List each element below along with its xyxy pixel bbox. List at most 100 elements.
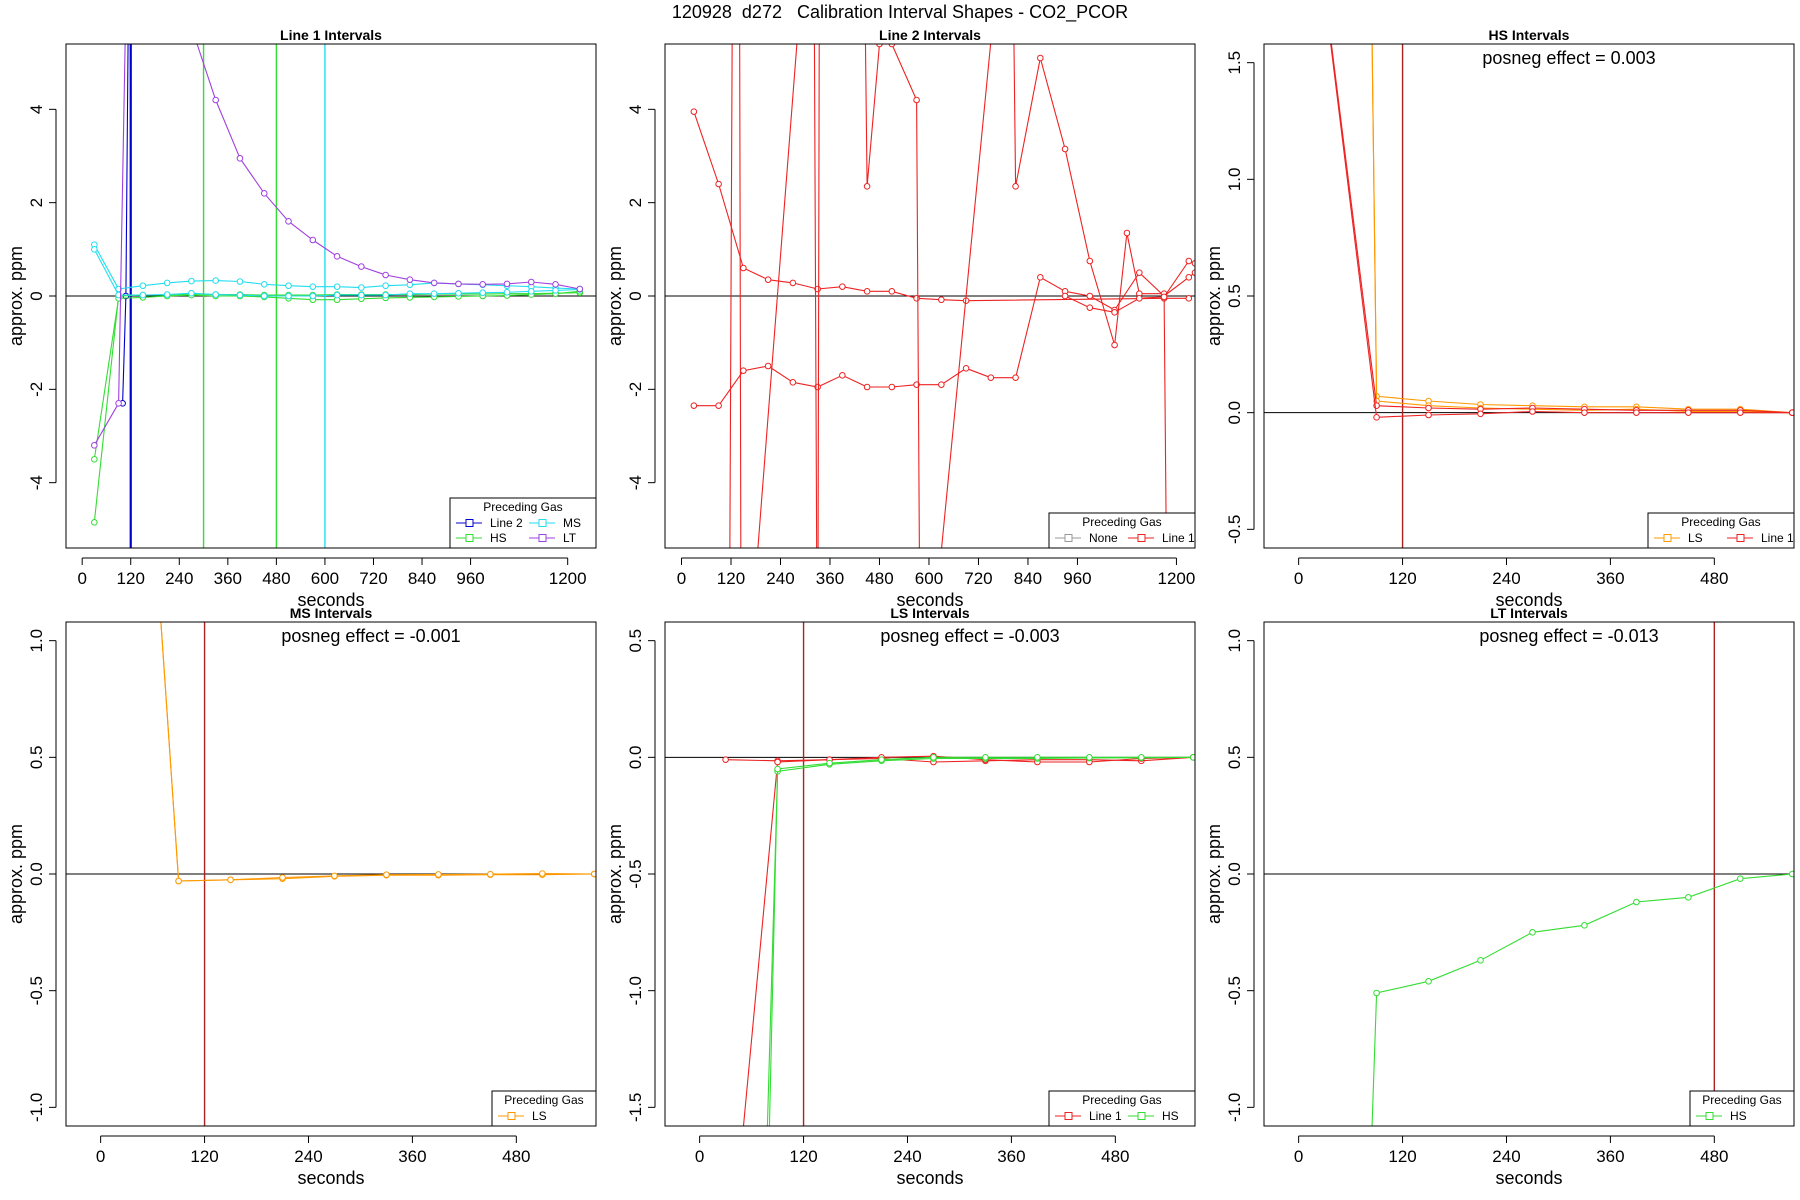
data-point (863, 183, 871, 190)
x-axis-label: seconds (896, 590, 963, 610)
plot-frame (1263, 43, 1795, 549)
y-axis: -4 -2 0 2 4 approx. ppm (605, 105, 656, 490)
posneg-annotation: posneg effect = -0.001 (281, 626, 460, 646)
legend-title: Preceding Gas (1681, 515, 1760, 529)
data-point (279, 874, 286, 881)
data-point (91, 246, 98, 253)
data-point (175, 877, 182, 885)
data-point (1136, 295, 1143, 302)
data-point (91, 442, 98, 449)
panel-title: Line 2 Intervals (879, 27, 981, 43)
data-point (764, 276, 772, 283)
data-point (1529, 408, 1536, 415)
data-point (212, 291, 219, 298)
legend-entry: Line 2 (456, 516, 523, 530)
legend-label: Line 2 (490, 516, 523, 530)
legend-label: Line 1 (1162, 531, 1195, 545)
y-axis-label: approx. ppm (605, 824, 625, 924)
data-point (1425, 411, 1432, 419)
y-tick-label: 0.0 (626, 746, 645, 770)
data-point (1086, 292, 1094, 300)
legend-swatch-marker (1736, 534, 1745, 542)
x-tick-label: 360 (398, 1147, 426, 1166)
data-point (260, 190, 268, 197)
data-point (455, 289, 462, 297)
y-axis: -1.0 -0.5 0.0 0.5 1.0 approx. ppm (6, 629, 57, 1122)
legend-entry: MS (529, 516, 581, 530)
x-tick-label: 360 (816, 569, 844, 588)
legend-label: None (1089, 531, 1118, 545)
y-axis-label: approx. ppm (6, 246, 26, 346)
data-point (1123, 229, 1131, 237)
data-point (982, 754, 989, 761)
x-tick-label: 120 (190, 1147, 218, 1166)
series-group (160, 622, 596, 885)
y-axis-label: approx. ppm (605, 246, 625, 346)
data-point (764, 362, 772, 370)
y-tick-label: 0.0 (1225, 401, 1244, 425)
y-tick-label: -0.5 (27, 976, 46, 1005)
data-point (430, 290, 438, 297)
x-axis-label: seconds (896, 1168, 963, 1188)
data-point (938, 296, 945, 304)
data-point (1425, 404, 1432, 412)
data-point (115, 400, 122, 407)
x-tick-label: 960 (456, 569, 484, 588)
data-point (863, 288, 871, 295)
data-point (358, 291, 365, 299)
legend-swatch-marker (1137, 1112, 1146, 1120)
data-point (1425, 978, 1432, 985)
x-axis-label: seconds (1495, 590, 1562, 610)
data-point (826, 759, 833, 767)
data-point (430, 279, 438, 287)
legend-entry: None (1055, 531, 1118, 545)
data-point (260, 292, 268, 300)
panel-title: LT Intervals (1490, 605, 1568, 621)
data-point (309, 292, 317, 300)
legend-title: Preceding Gas (504, 1093, 583, 1107)
x-axis-label: seconds (297, 1168, 364, 1188)
data-point (576, 285, 584, 293)
x-tick-label: 240 (1492, 569, 1520, 588)
legend-swatch-marker (465, 519, 474, 527)
y-tick-label: -0.5 (1225, 976, 1244, 1005)
posneg-annotation: posneg effect = -0.013 (1479, 626, 1658, 646)
data-point (722, 756, 729, 763)
y-tick-label: 1.0 (1225, 629, 1244, 653)
data-point (1138, 754, 1145, 761)
x-tick-label: 240 (766, 569, 794, 588)
x-tick-label: 240 (893, 1147, 921, 1166)
legend-label: LS (532, 1109, 547, 1123)
data-point (479, 281, 487, 288)
data-point (715, 402, 722, 409)
legend-entry: HS (1128, 1109, 1179, 1123)
data-point (1086, 304, 1094, 311)
plot-frame (664, 621, 1196, 1127)
data-point (139, 291, 147, 299)
data-point (1477, 410, 1484, 418)
y-tick-label: 0.0 (1225, 862, 1244, 886)
legend: Preceding Gas LS (491, 1090, 597, 1127)
data-point (1373, 414, 1380, 421)
y-tick-label: 1.0 (27, 629, 46, 653)
data-point (527, 288, 535, 295)
data-point (1685, 409, 1692, 416)
data-point (331, 872, 338, 880)
legend: Preceding Gas Line 1 HS (1048, 1090, 1196, 1127)
legend-swatch-marker (538, 519, 547, 527)
y-axis-label: approx. ppm (1204, 824, 1224, 924)
legend: Preceding Gas None Line 1 (1048, 512, 1196, 549)
series-line (1371, 44, 1793, 414)
series-line (766, 756, 1194, 1126)
x-axis-label: seconds (1495, 1168, 1562, 1188)
legend-label: HS (1162, 1109, 1179, 1123)
x-tick-label: 0 (695, 1147, 704, 1166)
y-tick-label: -1.0 (27, 1093, 46, 1122)
data-point (383, 871, 390, 879)
x-tick-label: 480 (262, 569, 290, 588)
data-point (358, 284, 365, 291)
legend-box (1048, 512, 1196, 549)
posneg-annotation: posneg effect = -0.003 (880, 626, 1059, 646)
